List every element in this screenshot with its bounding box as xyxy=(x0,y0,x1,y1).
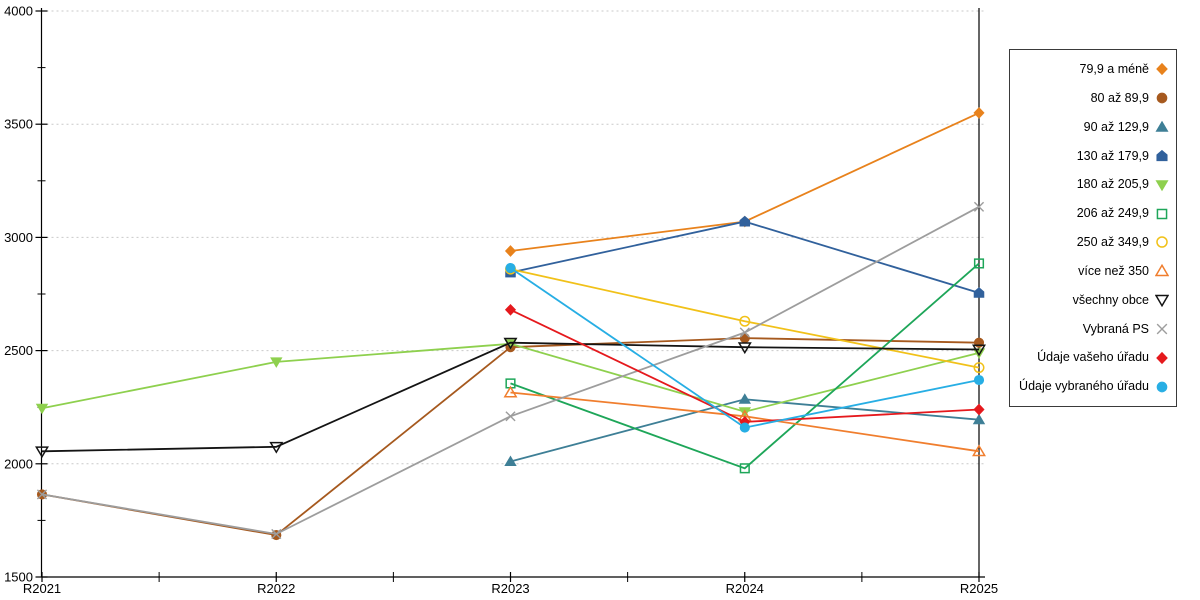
x-marker-icon xyxy=(739,327,750,338)
legend-item-80-az-89-9[interactable]: 80 až 89,9 xyxy=(1010,91,1176,105)
triangle-up-marker-icon xyxy=(972,444,986,457)
triangle-down-marker-icon xyxy=(269,441,284,454)
square-legend-marker-icon xyxy=(1156,208,1168,219)
y-tick-label: 4000 xyxy=(4,4,33,19)
x-tick-label: R2021 xyxy=(23,581,61,596)
legend-item-90-az-129-9[interactable]: 90 až 129,9 xyxy=(1010,120,1176,134)
series-206-az-249-9 xyxy=(505,258,985,474)
pentagon-legend-marker-icon xyxy=(1156,149,1168,162)
x-tick-label: R2024 xyxy=(726,581,764,596)
legend: 79,9 a méně 80 až 89,9 90 až 129,9 130 až 1… xyxy=(1009,49,1177,407)
square-marker-icon xyxy=(505,378,516,389)
circle-marker-icon xyxy=(739,333,750,344)
y-tick-label: 2000 xyxy=(4,456,33,471)
x-tick-label: R2023 xyxy=(491,581,529,596)
x-tick-label: R2022 xyxy=(257,581,295,596)
legend-item-label: 130 až 179,9 xyxy=(1076,148,1149,163)
x-marker-icon xyxy=(36,489,48,500)
y-tick-label: 2500 xyxy=(4,343,33,358)
legend-item-vsechny-obce[interactable]: všechny obce xyxy=(1010,292,1176,308)
legend-item-250-az-349-9[interactable]: 250 až 349,9 xyxy=(1010,235,1176,249)
triangle-down-legend-marker-icon xyxy=(1155,294,1169,308)
legend-item-label: Vybraná PS xyxy=(1082,321,1149,336)
diamond-legend-marker-icon xyxy=(1156,63,1168,76)
series-79-9-a-mene xyxy=(504,107,985,257)
legend-item-label: více než 350 xyxy=(1078,263,1149,278)
gridlines xyxy=(41,10,985,465)
legend-item-label: Údaje vašeho úřadu xyxy=(1037,350,1149,365)
square-marker-icon xyxy=(973,258,985,269)
pentagon-marker-icon xyxy=(739,215,751,227)
triangle-up-legend-marker-icon xyxy=(1155,120,1169,132)
triangle-down-marker-icon xyxy=(503,337,518,350)
legend-item-label: 90 až 129,9 xyxy=(1083,119,1149,134)
series-udaje-vybraneho-uradu xyxy=(505,262,985,433)
x-marker-icon xyxy=(505,411,516,422)
x-marker-icon xyxy=(973,201,985,212)
legend-item-label: 80 až 89,9 xyxy=(1090,90,1149,105)
square-marker-icon xyxy=(739,463,750,474)
triangle-down-marker-icon xyxy=(35,446,49,459)
diamond-marker-icon xyxy=(504,303,517,316)
pentagon-marker-icon xyxy=(973,287,985,298)
series-130-az-179-9 xyxy=(505,215,985,298)
triangle-up-marker-icon xyxy=(738,393,751,404)
legend-item-79-9-a-mene[interactable]: 79,9 a méně xyxy=(1010,62,1176,76)
series-80-az-89-9 xyxy=(36,333,985,541)
legend-item-180-az-205-9[interactable]: 180 až 205,9 xyxy=(1010,178,1176,192)
circle-marker-icon xyxy=(739,315,751,327)
series-vybrana-ps xyxy=(36,201,985,540)
legend-item-130-az-179-9[interactable]: 130 až 179,9 xyxy=(1010,149,1176,163)
legend-item-udaje-vybraneho-uradu[interactable]: Údaje vybraného úřadu xyxy=(1010,380,1176,394)
legend-item-udaje-vaseho-uradu[interactable]: Údaje vašeho úřadu xyxy=(1010,351,1176,365)
triangle-down-legend-marker-icon xyxy=(1155,179,1169,192)
circle-marker-icon xyxy=(739,422,750,433)
legend-item-label: 79,9 a méně xyxy=(1079,62,1150,77)
triangle-down-marker-icon xyxy=(35,403,49,415)
circle-marker-icon xyxy=(973,374,985,386)
x-tick-label: R2025 xyxy=(960,581,998,596)
triangle-down-marker-icon xyxy=(737,342,752,355)
circle-marker-icon xyxy=(973,362,985,374)
legend-item-label: 180 až 205,9 xyxy=(1076,177,1149,192)
circle-legend-marker-icon xyxy=(1156,92,1168,104)
series-250-az-349-9 xyxy=(505,263,985,374)
legend-item-label: Údaje vybraného úřadu xyxy=(1019,379,1149,394)
triangle-up-legend-marker-icon xyxy=(1155,264,1169,277)
diamond-marker-icon xyxy=(973,107,985,119)
diamond-marker-icon xyxy=(973,403,985,416)
y-tick-label: 3500 xyxy=(4,117,33,132)
y-tick-label: 1500 xyxy=(4,570,33,585)
legend-item-label: 250 až 349,9 xyxy=(1076,235,1149,250)
y-tick-label: 3000 xyxy=(4,230,33,245)
series-vsechny-obce xyxy=(35,337,986,459)
triangle-up-marker-icon xyxy=(972,413,986,425)
legend-item-label: všechny obce xyxy=(1072,292,1149,307)
x-marker-icon xyxy=(271,528,282,540)
legend-item-vybrana-ps[interactable]: Vybraná PS xyxy=(1010,322,1176,336)
triangle-down-marker-icon xyxy=(972,344,986,357)
legend-item-206-az-249-9[interactable]: 206 až 249,9 xyxy=(1010,207,1176,221)
triangle-up-marker-icon xyxy=(504,455,517,467)
circle-legend-marker-icon xyxy=(1156,381,1168,392)
triangle-up-marker-icon xyxy=(503,385,518,398)
triangle-down-marker-icon xyxy=(270,357,283,368)
circle-marker-icon xyxy=(505,262,516,274)
diamond-legend-marker-icon xyxy=(1156,351,1168,364)
x-legend-marker-icon xyxy=(1156,323,1168,335)
legend-item-label: 206 až 249,9 xyxy=(1076,206,1149,221)
legend-item-vice-nez-350[interactable]: více než 350 xyxy=(1010,264,1176,278)
circle-legend-marker-icon xyxy=(1156,236,1168,249)
diamond-marker-icon xyxy=(504,245,517,257)
